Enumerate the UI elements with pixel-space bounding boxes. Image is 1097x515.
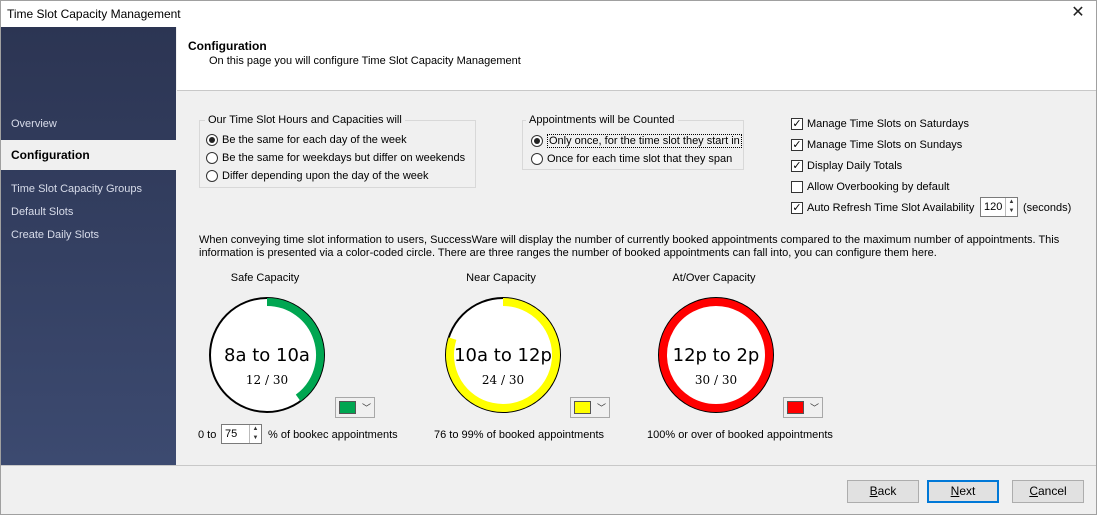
radio-differ-by-day[interactable]: Differ depending upon the day of the wee… [206,170,429,182]
page-subtitle: On this page you will configure Time Slo… [209,55,521,67]
footer-divider [1,465,1096,466]
check-indicator[interactable]: ✓ [791,118,803,130]
radio-indicator[interactable] [531,153,543,165]
check-indicator[interactable]: ✓ [791,160,803,172]
page-header: Configuration On this page you will conf… [177,27,1096,91]
near-capacity-ring: 10a to 12p 24 / 30 [445,297,561,413]
near-color-picker[interactable]: ﹀ [570,397,610,418]
slot-count-label: 24 / 30 [482,373,524,387]
sidebar-item-default-slots[interactable]: Default Slots [11,206,74,218]
radio-count-each-slot[interactable]: Once for each time slot that they span [531,153,732,165]
slot-time-label: 10a to 12p [454,345,552,366]
check-indicator[interactable] [791,181,803,193]
chevron-down-icon[interactable]: ﹀ [361,403,371,413]
ring-progress-arc [446,298,560,412]
radio-label: Be the same for weekdays but differ on w… [222,152,466,164]
ring-progress-arc [266,298,324,402]
stepper-arrows[interactable]: ▲ ▼ [249,425,261,443]
over-range-label: 100% or over of booked appointments [647,429,833,441]
stepper-arrows[interactable]: ▲ ▼ [1005,198,1017,216]
radio-indicator[interactable] [206,152,218,164]
chevron-down-icon[interactable]: ▼ [252,435,259,441]
safe-color-picker[interactable]: ﹀ [335,397,375,418]
checkbox-label: Manage Time Slots on Saturdays [807,118,970,130]
checkbox-saturdays[interactable]: ✓ Manage Time Slots on Saturdays [791,118,969,130]
over-capacity-ring: 12p to 2p 30 / 30 [658,297,774,413]
button-label: ancel [1037,484,1067,498]
refresh-seconds-stepper[interactable]: 120 ▲ ▼ [980,197,1018,217]
color-swatch[interactable] [787,401,804,414]
slot-time-label: 8a to 10a [224,345,310,366]
refresh-unit-label: (seconds) [1023,202,1072,214]
near-range-label: 76 to 99% of booked appointments [434,429,605,441]
over-capacity-title: At/Over Capacity [672,272,756,284]
button-mnemonic: N [950,484,960,498]
checkbox-label: Display Daily Totals [807,160,903,172]
sidebar-item-configuration[interactable]: Configuration [1,140,176,170]
radio-indicator[interactable] [531,135,543,147]
radio-label: Differ depending upon the day of the wee… [222,170,429,182]
safe-capacity-title: Safe Capacity [230,272,300,284]
hours-group-label: Our Time Slot Hours and Capacities will [205,114,405,126]
color-swatch[interactable] [574,401,591,414]
chevron-up-icon[interactable]: ▲ [1008,199,1015,205]
close-icon[interactable]: ✕ [1071,4,1085,21]
sidebar-item-capacity-groups[interactable]: Time Slot Capacity Groups [11,183,143,195]
slot-time-label: 12p to 2p [673,345,760,366]
capacity-description: When conveying time slot information to … [199,234,1060,259]
chevron-down-icon[interactable]: ▼ [1008,208,1015,214]
color-swatch[interactable] [339,401,356,414]
chevron-up-icon[interactable]: ▲ [252,426,259,432]
safe-range-stepper[interactable]: 75 ▲ ▼ [221,424,262,444]
radio-label: Once for each time slot that they span [547,153,733,165]
radio-indicator[interactable] [206,170,218,182]
checkbox-label: Allow Overbooking by default [807,181,950,193]
back-button[interactable]: Back [847,480,919,503]
checkbox-label: Auto Refresh Time Slot Availability [807,202,975,214]
near-capacity-title: Near Capacity [466,272,536,284]
chevron-down-icon[interactable]: ﹀ [809,403,819,413]
next-button[interactable]: Next [927,480,999,503]
ring-progress-arc [659,298,773,412]
title-bar: Time Slot Capacity Management ✕ [1,1,1096,27]
slot-count-label: 12 / 30 [246,373,288,387]
slot-count-label: 30 / 30 [695,373,737,387]
sidebar-item-overview[interactable]: Overview [11,118,57,130]
check-indicator[interactable]: ✓ [791,139,803,151]
page-title: Configuration [188,39,267,53]
checkbox-auto-refresh[interactable]: ✓ Auto Refresh Time Slot Availability [791,202,974,214]
stepper-value[interactable]: 75 [225,428,238,440]
button-label: ext [959,484,976,498]
wizard-sidebar: Overview Configuration Time Slot Capacit… [1,27,176,465]
checkbox-daily-totals[interactable]: ✓ Display Daily Totals [791,160,902,172]
chevron-down-icon[interactable]: ﹀ [596,403,606,413]
radio-indicator[interactable] [206,134,218,146]
sidebar-item-create-daily-slots[interactable]: Create Daily Slots [11,229,100,241]
checkbox-label: Manage Time Slots on Sundays [807,139,963,151]
radio-same-each-day[interactable]: Be the same for each day of the week [206,134,407,146]
safe-range-suffix: % of bookec appointments [268,429,398,441]
safe-capacity-ring: 8a to 10a 12 / 30 [209,297,325,413]
counted-group-label: Appointments will be Counted [526,114,678,126]
check-indicator[interactable]: ✓ [791,202,803,214]
cancel-button[interactable]: Cancel [1012,480,1084,503]
over-color-picker[interactable]: ﹀ [783,397,823,418]
radio-label: Be the same for each day of the week [222,134,407,146]
radio-count-once[interactable]: Only once, for the time slot they start … [531,134,742,148]
checkbox-sundays[interactable]: ✓ Manage Time Slots on Sundays [791,139,962,151]
button-mnemonic: C [1029,484,1038,498]
window-title: Time Slot Capacity Management [7,7,181,21]
button-label: ack [877,484,897,498]
radio-label: Only once, for the time slot they start … [547,134,742,148]
stepper-value[interactable]: 120 [984,201,1003,213]
safe-range-prefix: 0 to [198,429,217,441]
radio-weekdays-weekends[interactable]: Be the same for weekdays but differ on w… [206,152,465,164]
button-mnemonic: B [869,484,878,498]
checkbox-overbooking[interactable]: Allow Overbooking by default [791,181,949,193]
